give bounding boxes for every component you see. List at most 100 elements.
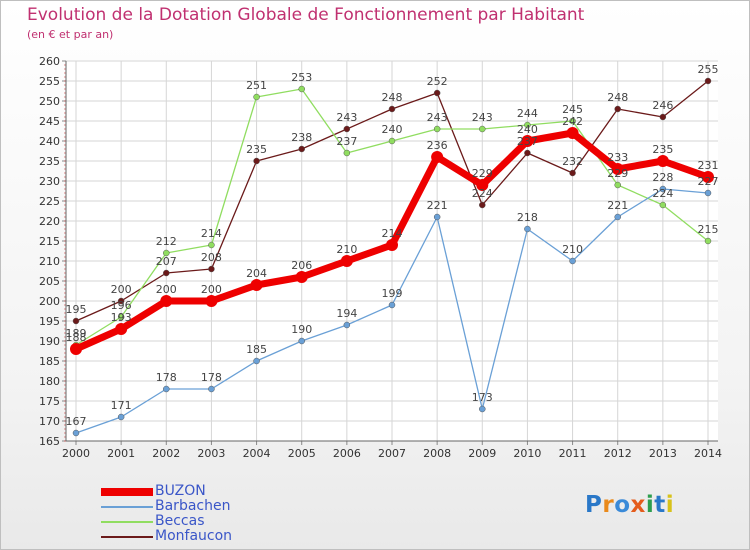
logo-letter: i (645, 492, 655, 518)
data-point-monfaucon (614, 105, 621, 113)
data-point-barbachen (433, 213, 441, 221)
data-label-barbachen: 185 (246, 343, 267, 356)
data-label-beccas: 240 (382, 123, 403, 136)
data-label-buzon: 206 (291, 259, 312, 272)
x-tick-label: 2003 (197, 447, 225, 460)
logo-letter: r (602, 492, 615, 518)
data-label-buzon: 193 (111, 311, 132, 324)
axes: 165 170 175 180 185 190 195 200 205 210 215 220 225 2… (39, 55, 722, 460)
x-tick-label: 2005 (288, 447, 316, 460)
data-label-beccas: 245 (562, 103, 583, 116)
y-tick-label: 255 (39, 75, 60, 88)
data-point-beccas (524, 121, 531, 129)
legend-swatch (101, 535, 153, 538)
data-label-beccas: 214 (201, 227, 222, 240)
data-point-barbachen (253, 357, 260, 365)
data-label-buzon: 200 (201, 283, 222, 296)
data-label-barbachen: 194 (336, 307, 357, 320)
data-point-monfaucon (569, 169, 576, 177)
y-tick-label: 170 (39, 415, 60, 428)
data-point-beccas (208, 241, 215, 249)
data-point-barbachen (659, 185, 667, 193)
data-point-barbachen (208, 385, 215, 393)
proxiti-logo: Proxiti (585, 492, 674, 518)
data-point-beccas (343, 149, 351, 157)
y-tick-label: 230 (39, 175, 60, 188)
data-label-barbachen: 178 (201, 371, 222, 384)
data-label-beccas: 237 (336, 135, 357, 148)
y-tick-label: 220 (39, 215, 60, 228)
data-labels: 188 193 200 200 204 206 210 214 236 229 240 242 233 2… (66, 63, 719, 428)
logo-letter: x (630, 492, 646, 518)
data-label-barbachen: 227 (698, 175, 719, 188)
data-label-monfaucon: 252 (427, 75, 448, 88)
data-point-monfaucon (433, 89, 441, 97)
data-label-monfaucon: 243 (336, 111, 357, 124)
data-label-beccas: 196 (111, 299, 132, 312)
data-point-barbachen (479, 405, 486, 413)
y-tick-label: 215 (39, 235, 60, 248)
data-point-buzon (702, 171, 714, 183)
legend-label: BUZON (155, 483, 206, 499)
data-point-buzon (476, 179, 489, 191)
logo-letter: t (654, 492, 666, 518)
legend: BUZON Barbachen Beccas Monfaucon (101, 484, 232, 544)
y-tick-label: 245 (39, 115, 60, 128)
data-point-barbachen (163, 385, 170, 393)
data-label-monfaucon: 200 (111, 283, 132, 296)
legend-swatch (101, 505, 153, 508)
data-point-monfaucon (479, 201, 486, 209)
data-point-monfaucon (253, 157, 260, 165)
data-point-buzon (656, 155, 669, 167)
legend-item-monfaucon: Monfaucon (101, 529, 232, 544)
y-tick-label: 190 (39, 335, 60, 348)
y-tick-label: 250 (39, 95, 60, 108)
x-tick-label: 2012 (604, 447, 632, 460)
data-point-beccas (163, 249, 170, 257)
data-label-monfaucon: 255 (698, 63, 719, 76)
data-point-buzon (295, 271, 308, 283)
data-point-barbachen (524, 225, 531, 233)
data-label-monfaucon: 237 (517, 135, 538, 148)
data-point-buzon (386, 239, 398, 251)
x-tick-label: 2008 (423, 447, 451, 460)
data-point-buzon (205, 295, 218, 307)
data-point-monfaucon (343, 125, 351, 133)
x-tick-label: 2004 (243, 447, 271, 460)
data-point-monfaucon (659, 113, 667, 121)
data-label-monfaucon: 207 (156, 255, 177, 268)
data-point-monfaucon (388, 105, 396, 113)
y-tick-label: 205 (39, 275, 60, 288)
legend-swatch (101, 520, 153, 523)
legend-label: Beccas (155, 513, 205, 529)
data-label-barbachen: 199 (382, 287, 403, 300)
data-point-beccas (614, 181, 621, 189)
x-tick-label: 2009 (468, 447, 496, 460)
data-label-barbachen: 221 (427, 199, 448, 212)
data-label-beccas: 212 (156, 235, 177, 248)
x-tick-label: 2007 (378, 447, 406, 460)
data-label-buzon: 188 (66, 331, 87, 344)
data-label-buzon: 242 (562, 115, 583, 128)
data-label-monfaucon: 248 (382, 91, 403, 104)
chart-title: Evolution de la Dotation Globale de Fonc… (27, 5, 585, 25)
data-label-monfaucon: 235 (246, 143, 267, 156)
data-label-buzon: 240 (517, 123, 538, 136)
legend-item-barbachen: Barbachen (101, 499, 232, 514)
data-point-barbachen (614, 213, 621, 221)
data-label-monfaucon: 195 (66, 303, 87, 316)
x-tick-label: 2013 (649, 447, 677, 460)
data-label-buzon: 233 (607, 151, 628, 164)
data-label-buzon: 235 (652, 143, 673, 156)
data-label-buzon: 229 (472, 167, 493, 180)
data-point-barbachen (704, 189, 712, 197)
logo-letter: P (585, 492, 603, 518)
data-label-buzon: 231 (698, 159, 719, 172)
data-label-beccas: 224 (652, 187, 673, 200)
data-point-beccas (569, 117, 576, 125)
x-tick-label: 2014 (694, 447, 722, 460)
data-point-buzon (250, 279, 263, 291)
data-point-beccas (659, 201, 667, 209)
legend-label: Barbachen (155, 498, 231, 514)
data-label-barbachen: 173 (472, 391, 493, 404)
